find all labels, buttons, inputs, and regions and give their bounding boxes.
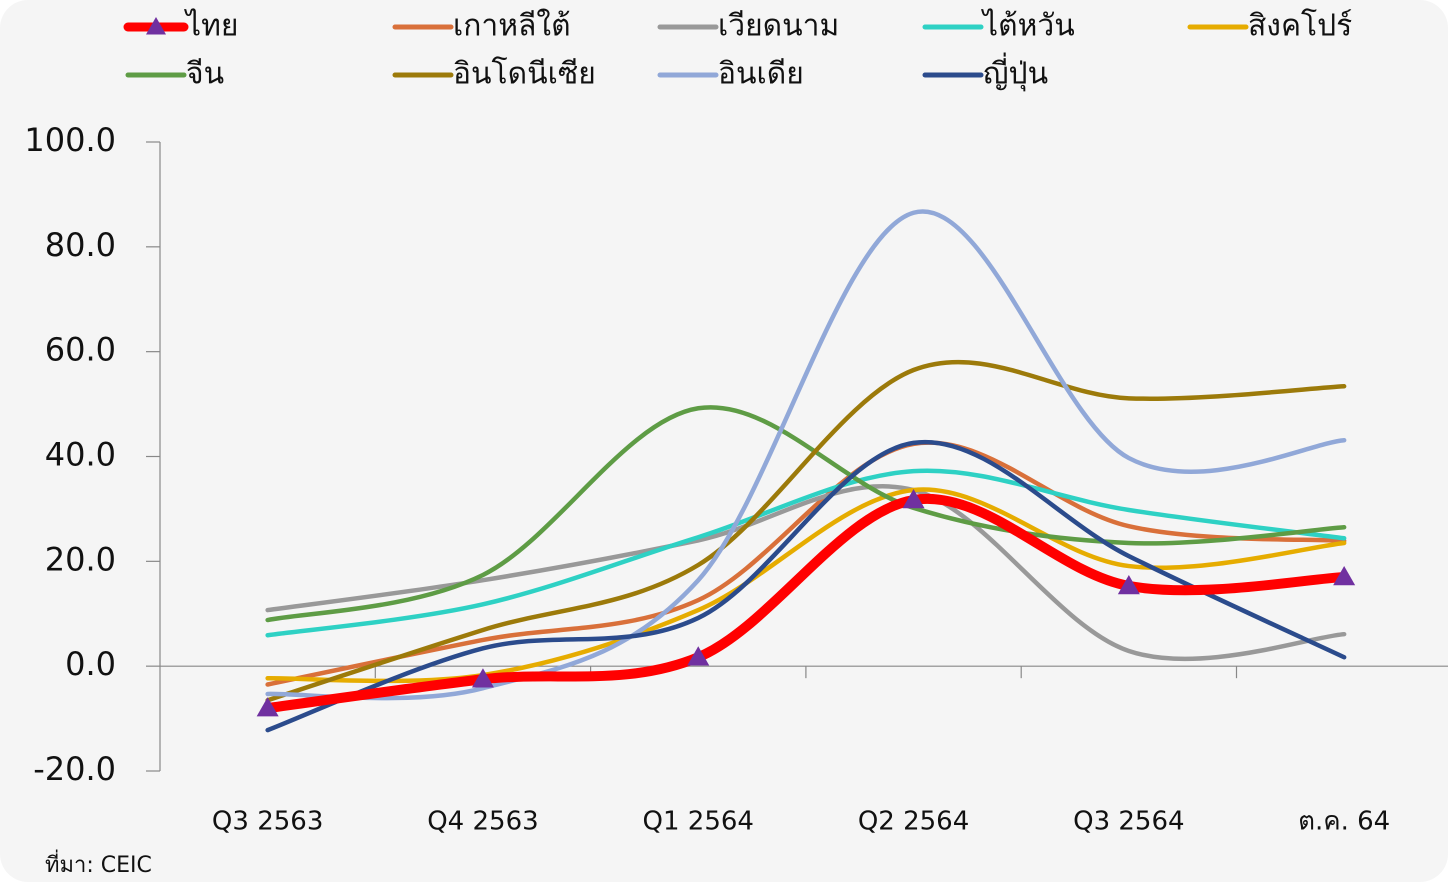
data-marker: [256, 697, 279, 717]
series-line: [265, 405, 1347, 623]
data-marker: [1117, 574, 1140, 595]
y-tick-label: 80.0: [45, 226, 116, 264]
legend-label: ไต้หวัน: [981, 8, 1075, 44]
series-line: [265, 209, 1347, 701]
series-line: [265, 440, 1347, 687]
series-line: [265, 439, 1347, 733]
legend-label: อินโดนีเซีย: [453, 56, 596, 92]
legend-label: ไทย: [184, 8, 238, 44]
data-marker: [471, 668, 494, 688]
legend-label: อินเดีย: [718, 57, 804, 92]
x-tick-label: Q2 2564: [858, 807, 969, 837]
legend-label: จีน: [186, 57, 224, 92]
legend-label: เกาหลีใต้: [453, 9, 571, 44]
x-tick-label: Q3 2564: [1073, 807, 1184, 837]
legend-marker: [146, 17, 166, 35]
y-tick-label: 60.0: [45, 331, 116, 369]
x-tick-label: ต.ค. 64: [1298, 807, 1390, 837]
x-tick-label: Q3 2563: [212, 807, 323, 837]
data-marker: [902, 489, 925, 509]
y-tick-label: 40.0: [45, 436, 116, 474]
x-tick-label: Q1 2564: [643, 807, 754, 837]
data-marker: [687, 646, 710, 666]
data-marker: [1333, 566, 1356, 586]
series-line: [262, 493, 1350, 714]
series-line: [265, 468, 1347, 638]
y-tick-label: 20.0: [45, 540, 116, 578]
series-line: [265, 359, 1347, 703]
y-tick-label: -20.0: [33, 750, 116, 788]
legend-label: ญี่ปุ่น: [983, 53, 1048, 93]
y-tick-label: 100.0: [24, 121, 116, 159]
x-tick-label: Q4 2563: [427, 807, 538, 837]
legend-label: สิงคโปร์: [1248, 8, 1352, 44]
y-tick-label: 0.0: [65, 645, 116, 683]
source-note: ที่มา: CEIC: [45, 849, 152, 878]
legend-label: เวียดนาม: [718, 9, 839, 44]
